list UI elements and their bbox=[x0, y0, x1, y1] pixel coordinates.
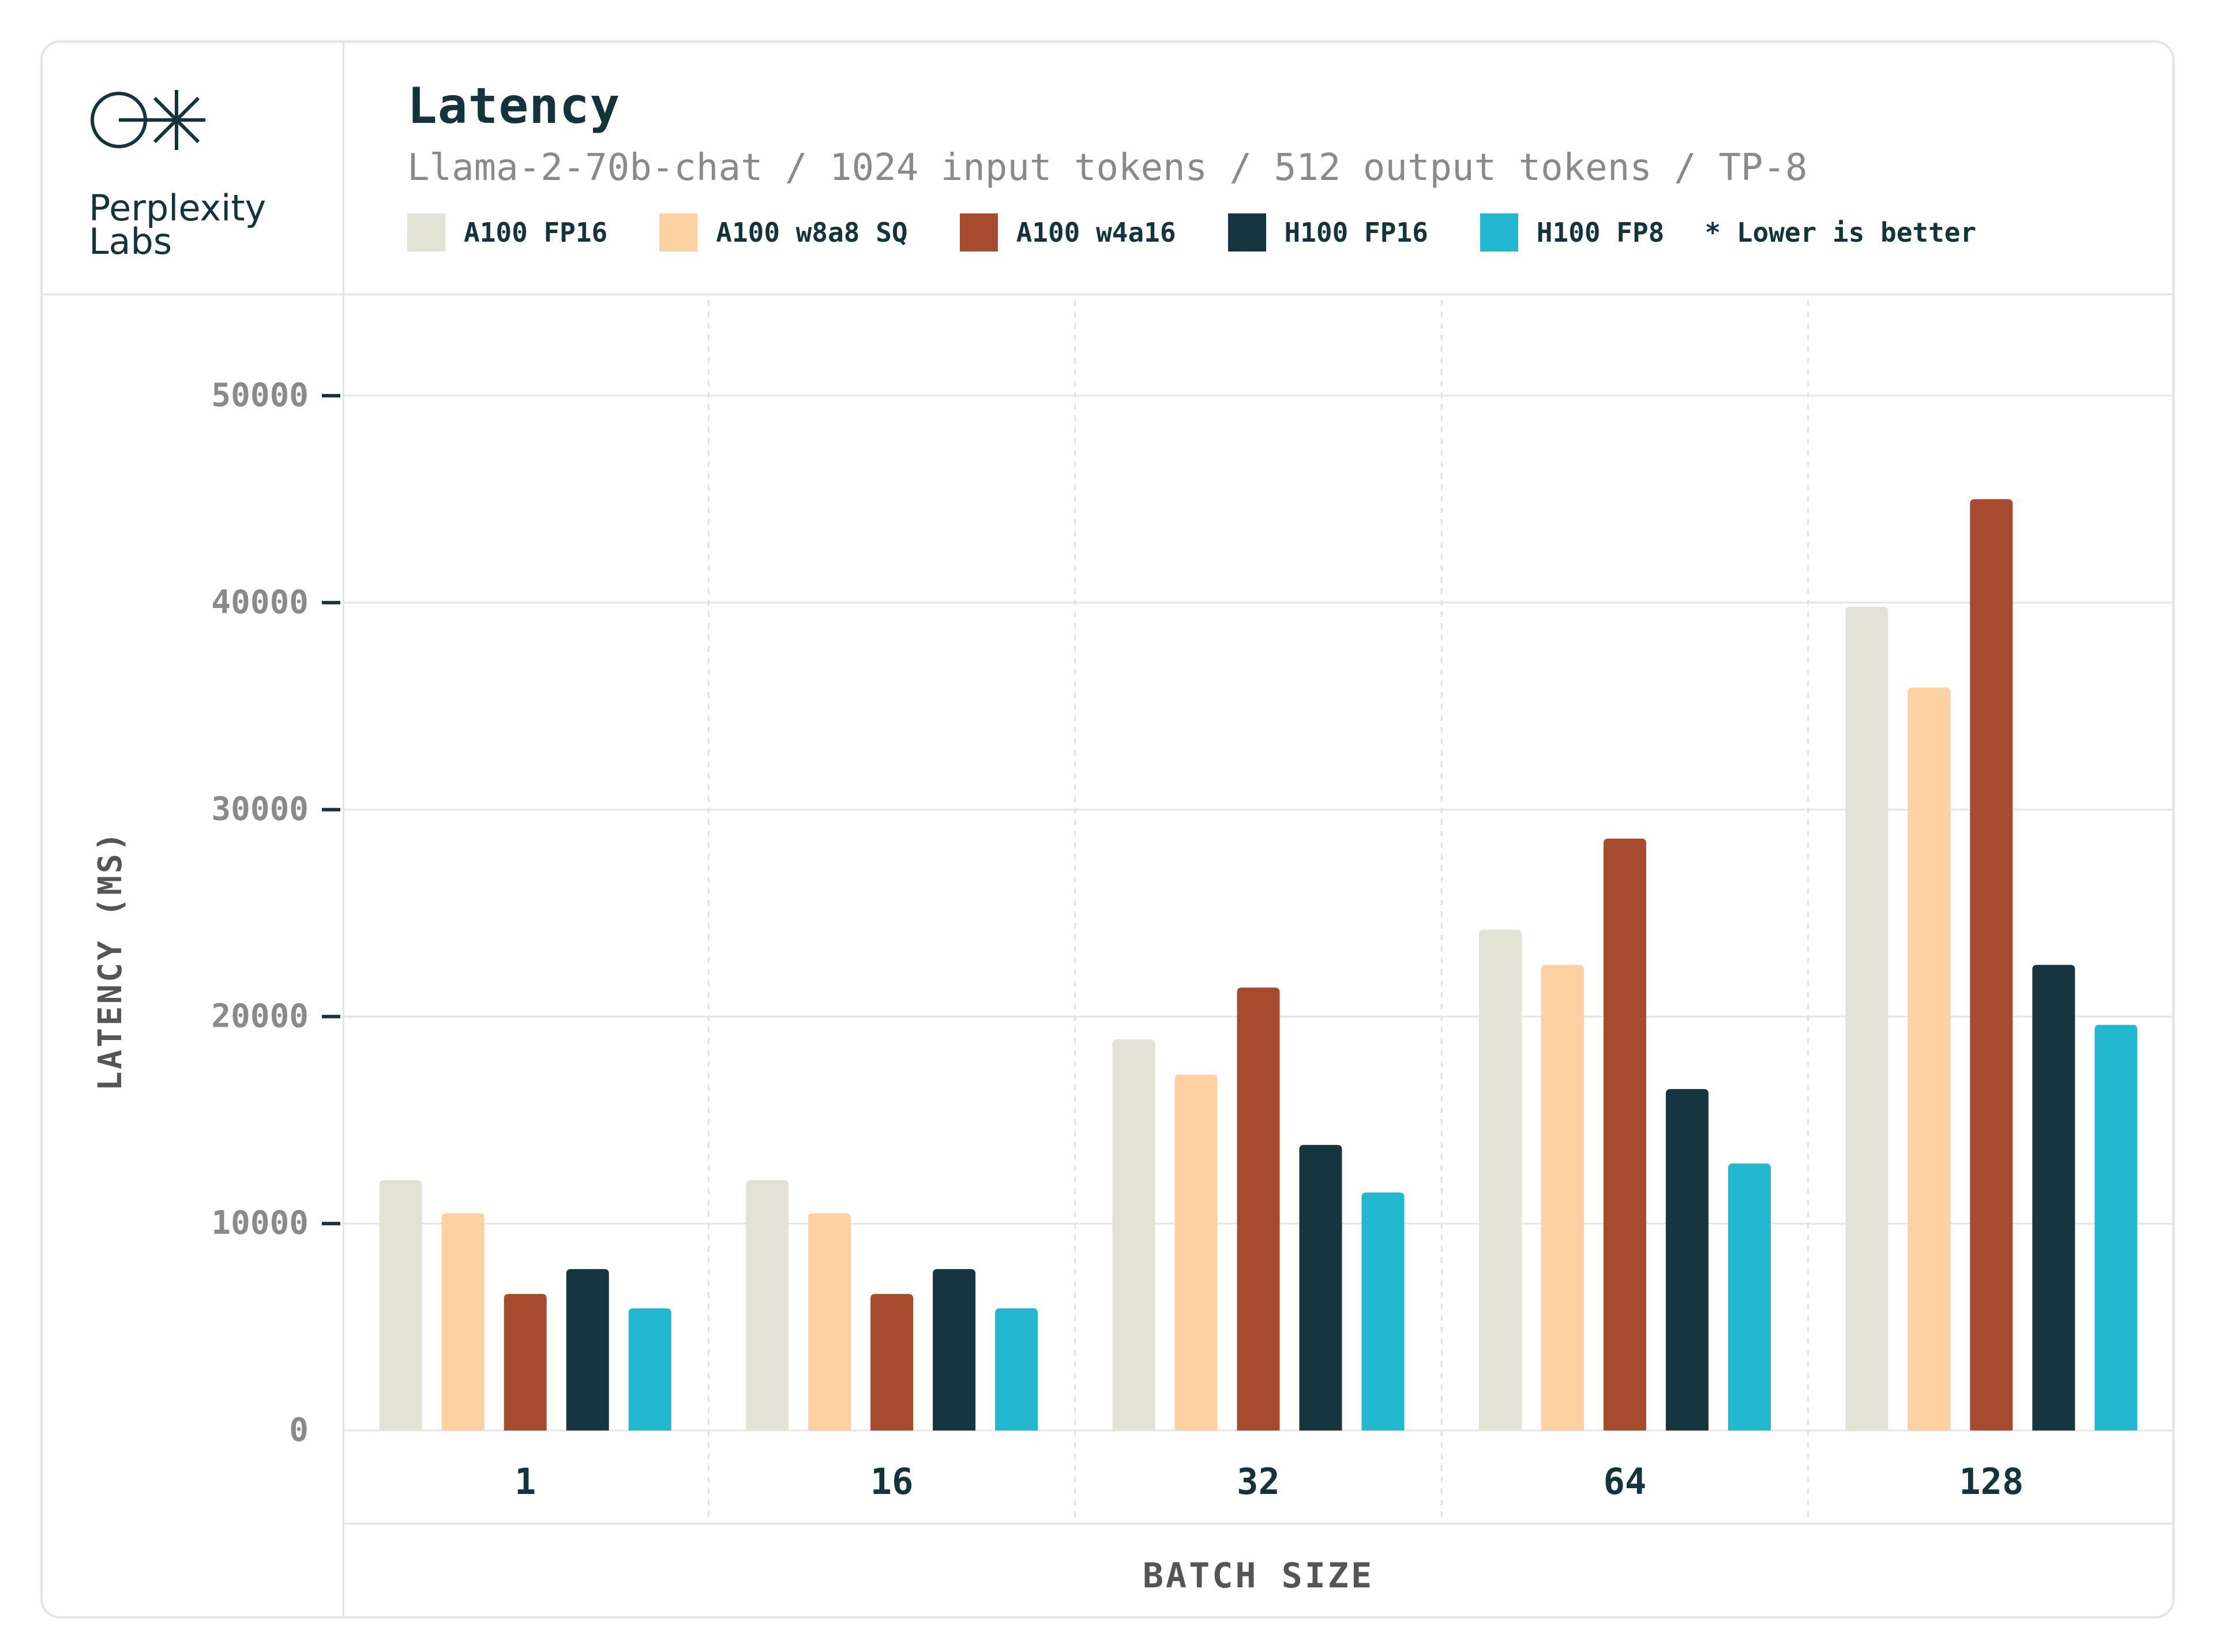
bar-a100-w4a16-64 bbox=[1603, 838, 1646, 1431]
bar-a100-w4a16-32 bbox=[1237, 988, 1280, 1431]
vertical-divider bbox=[343, 43, 344, 1616]
bar-a100-fp16-64 bbox=[1478, 929, 1522, 1431]
bar-h100-fp16-16 bbox=[933, 1269, 976, 1431]
y-tick-label: 40000 bbox=[211, 584, 309, 621]
chart-subtitle: Llama-2-70b-chat / 1024 input tokens / 5… bbox=[407, 147, 1808, 189]
bar-h100-fp16-32 bbox=[1299, 1144, 1342, 1431]
brand-line-1: Perplexity bbox=[89, 187, 266, 229]
xaxis-divider bbox=[343, 1523, 2172, 1525]
brand-name: Perplexity Labs bbox=[89, 187, 266, 262]
bar-a100-w4a16-128 bbox=[1970, 499, 2013, 1431]
legend-item-h100-fp8: H100 FP8 bbox=[1480, 213, 1665, 251]
bar-h100-fp8-128 bbox=[2094, 1024, 2138, 1431]
legend-swatch bbox=[659, 213, 698, 251]
bar-h100-fp16-1 bbox=[566, 1269, 609, 1431]
legend-swatch bbox=[407, 213, 445, 251]
header-divider bbox=[43, 294, 2172, 295]
lower-is-better-note: * Lower is better bbox=[1705, 217, 1977, 248]
bar-a100-w8a8-sq-16 bbox=[808, 1213, 851, 1431]
x-tick-label: 1 bbox=[515, 1460, 536, 1503]
bar-a100-fp16-128 bbox=[1845, 606, 1889, 1431]
brand-line-2: Labs bbox=[89, 220, 172, 262]
chart-title: Latency bbox=[407, 77, 621, 135]
bar-h100-fp8-64 bbox=[1728, 1163, 1771, 1431]
legend-label: A100 FP16 bbox=[464, 217, 608, 248]
bar-a100-w8a8-sq-1 bbox=[441, 1213, 485, 1431]
bar-h100-fp16-64 bbox=[1665, 1088, 1709, 1431]
x-tick-label: 32 bbox=[1237, 1460, 1280, 1503]
bar-h100-fp8-32 bbox=[1361, 1192, 1405, 1431]
bar-h100-fp8-16 bbox=[995, 1308, 1038, 1431]
x-axis-title: BATCH SIZE bbox=[1143, 1556, 1374, 1596]
legend: A100 FP16 A100 w8a8 SQ A100 w4a16 H100 F… bbox=[407, 213, 1976, 251]
legend-item-a100-fp16: A100 FP16 bbox=[407, 213, 607, 251]
bar-a100-w8a8-sq-64 bbox=[1541, 964, 1584, 1431]
legend-swatch bbox=[1227, 213, 1266, 251]
legend-label: H100 FP16 bbox=[1284, 217, 1428, 248]
bar-a100-fp16-32 bbox=[1112, 1039, 1155, 1431]
y-tick-label: 0 bbox=[289, 1411, 309, 1449]
legend-label: A100 w4a16 bbox=[1016, 217, 1176, 248]
legend-item-a100-w8a8-sq: A100 w8a8 SQ bbox=[659, 213, 908, 251]
x-tick-label: 16 bbox=[870, 1460, 914, 1503]
legend-label: A100 w8a8 SQ bbox=[716, 217, 908, 248]
legend-swatch bbox=[1480, 213, 1518, 251]
y-tick-label: 50000 bbox=[211, 377, 309, 414]
bar-a100-fp16-16 bbox=[746, 1180, 789, 1431]
legend-item-h100-fp16: H100 FP16 bbox=[1227, 213, 1428, 251]
legend-swatch bbox=[959, 213, 998, 251]
x-tick-label: 64 bbox=[1604, 1460, 1647, 1503]
bar-a100-w8a8-sq-32 bbox=[1174, 1074, 1218, 1431]
bar-a100-w8a8-sq-128 bbox=[1908, 687, 1951, 1431]
legend-item-a100-w4a16: A100 w4a16 bbox=[959, 213, 1176, 251]
x-tick-label: 128 bbox=[1959, 1460, 2023, 1503]
bar-a100-w4a16-16 bbox=[870, 1294, 914, 1431]
y-tick-label: 30000 bbox=[211, 791, 309, 828]
y-tick-label: 10000 bbox=[211, 1204, 309, 1242]
bar-a100-w4a16-1 bbox=[504, 1294, 547, 1431]
bar-a100-fp16-1 bbox=[379, 1180, 422, 1431]
bar-h100-fp8-1 bbox=[628, 1308, 671, 1431]
y-axis-title: LATENCY (MS) bbox=[92, 830, 129, 1091]
bar-h100-fp16-128 bbox=[2032, 964, 2075, 1431]
y-tick-label: 20000 bbox=[211, 997, 309, 1035]
perplexity-logo-icon bbox=[91, 90, 205, 150]
legend-label: H100 FP8 bbox=[1536, 217, 1665, 248]
